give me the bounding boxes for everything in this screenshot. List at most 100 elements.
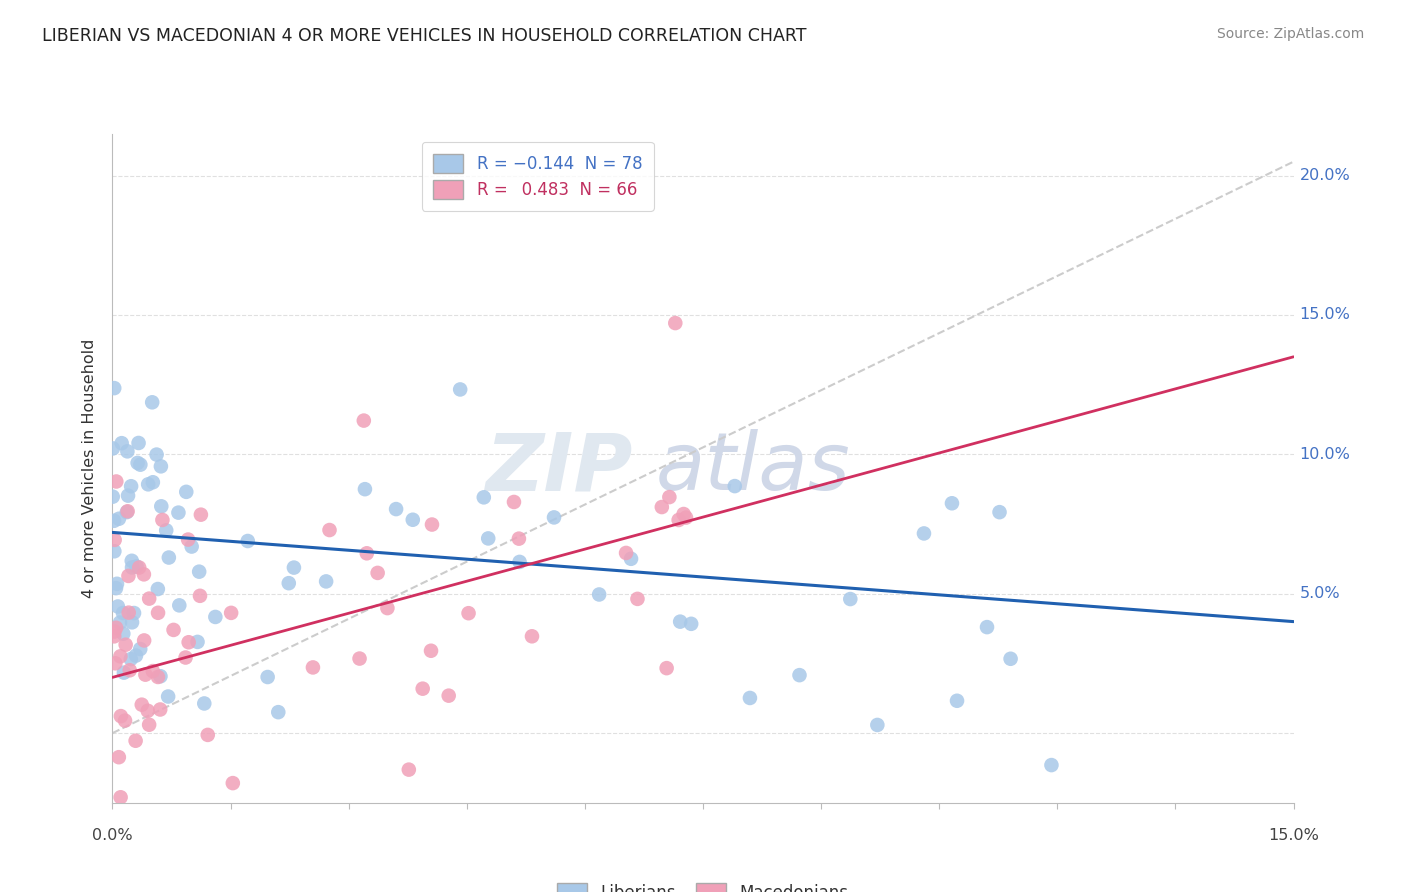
Point: [188, 589, 211, 603]
Point: [146, 606, 169, 620]
Point: [117, 569, 139, 583]
Point: [136, 477, 159, 491]
Point: [664, 316, 686, 330]
Point: [132, 567, 155, 582]
Point: [114, 714, 136, 728]
Point: [174, 650, 197, 665]
Point: [157, 690, 180, 704]
Point: [107, 830, 129, 844]
Point: [236, 534, 259, 549]
Point: [349, 651, 371, 665]
Text: LIBERIAN VS MACEDONIAN 4 OR MORE VEHICLES IN HOUSEHOLD CORRELATION CHART: LIBERIAN VS MACEDONIAN 4 OR MORE VEHICLE…: [42, 27, 807, 45]
Point: [789, 668, 811, 682]
Point: [669, 615, 692, 629]
Point: [193, 697, 215, 711]
Point: [112, 665, 135, 680]
Point: [315, 574, 337, 589]
Point: [146, 670, 169, 684]
Point: [190, 508, 212, 522]
Point: [105, 475, 128, 489]
Point: [149, 669, 172, 683]
Point: [437, 689, 460, 703]
Point: [110, 790, 132, 805]
Point: [142, 664, 165, 678]
Point: [353, 414, 375, 428]
Point: [111, 606, 134, 620]
Point: [117, 489, 139, 503]
Point: [108, 750, 131, 764]
Point: [101, 490, 124, 504]
Point: [946, 694, 969, 708]
Point: [675, 510, 697, 524]
Point: [103, 544, 125, 558]
Point: [103, 624, 125, 639]
Point: [509, 555, 531, 569]
Point: [104, 657, 127, 671]
Point: [117, 504, 139, 518]
Point: [651, 500, 673, 514]
Point: [155, 524, 177, 538]
Point: [180, 540, 202, 554]
Point: [658, 490, 681, 504]
Point: [121, 615, 143, 630]
Point: [988, 505, 1011, 519]
Point: [520, 629, 543, 643]
Point: [197, 728, 219, 742]
Point: [115, 505, 138, 519]
Point: [103, 629, 125, 643]
Point: [738, 690, 761, 705]
Point: [108, 512, 131, 526]
Point: [122, 606, 145, 620]
Point: [149, 702, 172, 716]
Point: [277, 576, 299, 591]
Point: [118, 663, 141, 677]
Point: [138, 591, 160, 606]
Point: [681, 616, 703, 631]
Point: [105, 621, 128, 635]
Point: [188, 565, 211, 579]
Legend: Liberians, Macedonians: Liberians, Macedonians: [546, 871, 860, 892]
Point: [457, 606, 479, 620]
Point: [402, 513, 425, 527]
Point: [142, 475, 165, 490]
Point: [1040, 758, 1063, 772]
Point: [128, 560, 150, 574]
Point: [110, 709, 132, 723]
Point: [866, 718, 889, 732]
Text: atlas: atlas: [655, 429, 851, 508]
Point: [941, 496, 963, 510]
Point: [302, 660, 325, 674]
Text: 15.0%: 15.0%: [1268, 828, 1319, 843]
Point: [222, 776, 245, 790]
Point: [131, 698, 153, 712]
Point: [543, 510, 565, 524]
Point: [412, 681, 434, 696]
Point: [280, 830, 302, 845]
Point: [503, 495, 526, 509]
Point: [177, 533, 200, 547]
Point: [169, 599, 191, 613]
Point: [186, 635, 208, 649]
Point: [1000, 652, 1022, 666]
Point: [267, 705, 290, 719]
Point: [157, 550, 180, 565]
Point: [120, 652, 142, 666]
Point: [356, 546, 378, 560]
Point: [152, 513, 174, 527]
Point: [104, 533, 127, 547]
Point: [112, 626, 135, 640]
Point: [121, 554, 143, 568]
Point: [614, 546, 637, 560]
Text: 0.0%: 0.0%: [93, 828, 132, 843]
Point: [672, 507, 695, 521]
Point: [101, 442, 124, 456]
Point: [204, 610, 226, 624]
Point: [111, 436, 134, 450]
Point: [588, 587, 610, 601]
Point: [145, 448, 167, 462]
Point: [125, 648, 148, 663]
Y-axis label: 4 or more Vehicles in Household: 4 or more Vehicles in Household: [82, 339, 97, 598]
Point: [385, 502, 408, 516]
Point: [120, 479, 142, 493]
Point: [177, 635, 200, 649]
